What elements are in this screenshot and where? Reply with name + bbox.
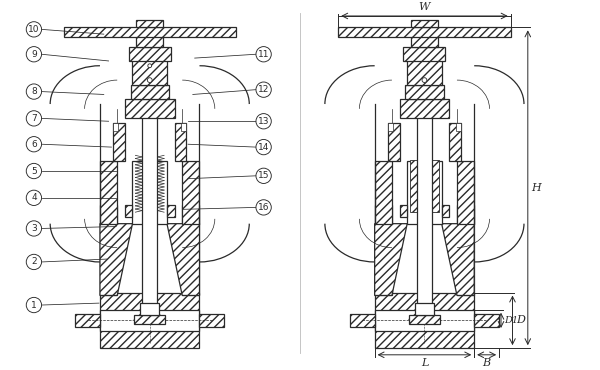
Bar [175, 123, 186, 161]
Bar [100, 310, 199, 331]
Bar [403, 47, 445, 61]
Bar [474, 314, 499, 327]
Text: 3: 3 [31, 224, 37, 233]
Bar [142, 47, 157, 314]
Bar [400, 99, 449, 118]
Polygon shape [442, 224, 474, 296]
Circle shape [256, 168, 271, 184]
Text: 13: 13 [258, 117, 269, 126]
Bar [128, 47, 171, 61]
Bar [136, 20, 163, 27]
Bar [131, 85, 169, 99]
Bar [388, 123, 400, 161]
Bar [199, 314, 224, 327]
Bar [100, 293, 199, 348]
Bar [136, 35, 163, 47]
Bar [374, 161, 392, 224]
Text: 4: 4 [31, 194, 37, 202]
Bar [407, 161, 442, 224]
Circle shape [256, 47, 271, 62]
Text: 12: 12 [258, 85, 269, 94]
Bar [100, 205, 117, 296]
Text: 9: 9 [31, 50, 37, 59]
Bar [167, 205, 175, 217]
Bar [411, 20, 438, 27]
Bar [125, 99, 175, 118]
Bar [182, 161, 199, 224]
Bar [350, 314, 374, 327]
Bar [407, 58, 442, 85]
Text: 15: 15 [258, 171, 269, 180]
Circle shape [256, 139, 271, 155]
Text: W: W [419, 2, 430, 12]
Bar [417, 47, 432, 314]
Text: 2: 2 [31, 258, 37, 266]
Bar [133, 161, 167, 224]
Bar [400, 205, 407, 217]
Bar [140, 303, 159, 314]
Bar [411, 35, 438, 47]
Polygon shape [167, 224, 199, 296]
Text: L: L [421, 358, 428, 368]
Bar [410, 159, 421, 212]
Bar [182, 205, 199, 296]
Text: H: H [532, 183, 541, 193]
Bar [113, 123, 118, 131]
Circle shape [26, 164, 41, 179]
Bar [338, 27, 511, 37]
Bar [457, 161, 474, 224]
Bar [181, 123, 186, 131]
Bar [374, 293, 474, 348]
Circle shape [26, 221, 41, 236]
Bar [133, 58, 167, 85]
Circle shape [256, 114, 271, 129]
Circle shape [26, 111, 41, 126]
Bar [415, 303, 434, 314]
Bar [428, 159, 439, 212]
Text: 16: 16 [258, 203, 269, 212]
Circle shape [26, 47, 41, 62]
Bar [113, 123, 125, 161]
Circle shape [148, 64, 152, 68]
Text: 8: 8 [31, 87, 37, 96]
Bar [442, 205, 449, 217]
Text: 11: 11 [258, 50, 269, 59]
Circle shape [256, 82, 271, 97]
Text: D: D [517, 315, 525, 325]
Bar [405, 85, 443, 99]
Polygon shape [100, 224, 133, 296]
Bar [75, 314, 100, 327]
Circle shape [148, 78, 152, 83]
Bar [125, 205, 133, 217]
Circle shape [422, 78, 427, 83]
Polygon shape [374, 224, 407, 296]
Circle shape [26, 137, 41, 152]
Circle shape [26, 297, 41, 313]
Text: 10: 10 [28, 25, 40, 34]
Text: 5: 5 [31, 166, 37, 175]
Bar [457, 205, 474, 296]
Bar [134, 314, 165, 324]
Circle shape [26, 84, 41, 99]
Text: 7: 7 [31, 114, 37, 123]
Text: D1: D1 [504, 316, 518, 325]
Bar [456, 123, 461, 131]
Text: 6: 6 [31, 140, 37, 149]
Bar [449, 123, 461, 161]
Circle shape [26, 190, 41, 205]
Circle shape [26, 254, 41, 270]
Bar [409, 314, 440, 324]
Bar [64, 27, 236, 37]
Text: B: B [482, 358, 491, 368]
Bar [388, 123, 393, 131]
Text: 14: 14 [258, 142, 269, 152]
Text: 1: 1 [31, 300, 37, 310]
Circle shape [256, 200, 271, 215]
Bar [374, 310, 474, 331]
Bar [100, 161, 117, 224]
Bar [374, 205, 392, 296]
Circle shape [26, 22, 41, 37]
